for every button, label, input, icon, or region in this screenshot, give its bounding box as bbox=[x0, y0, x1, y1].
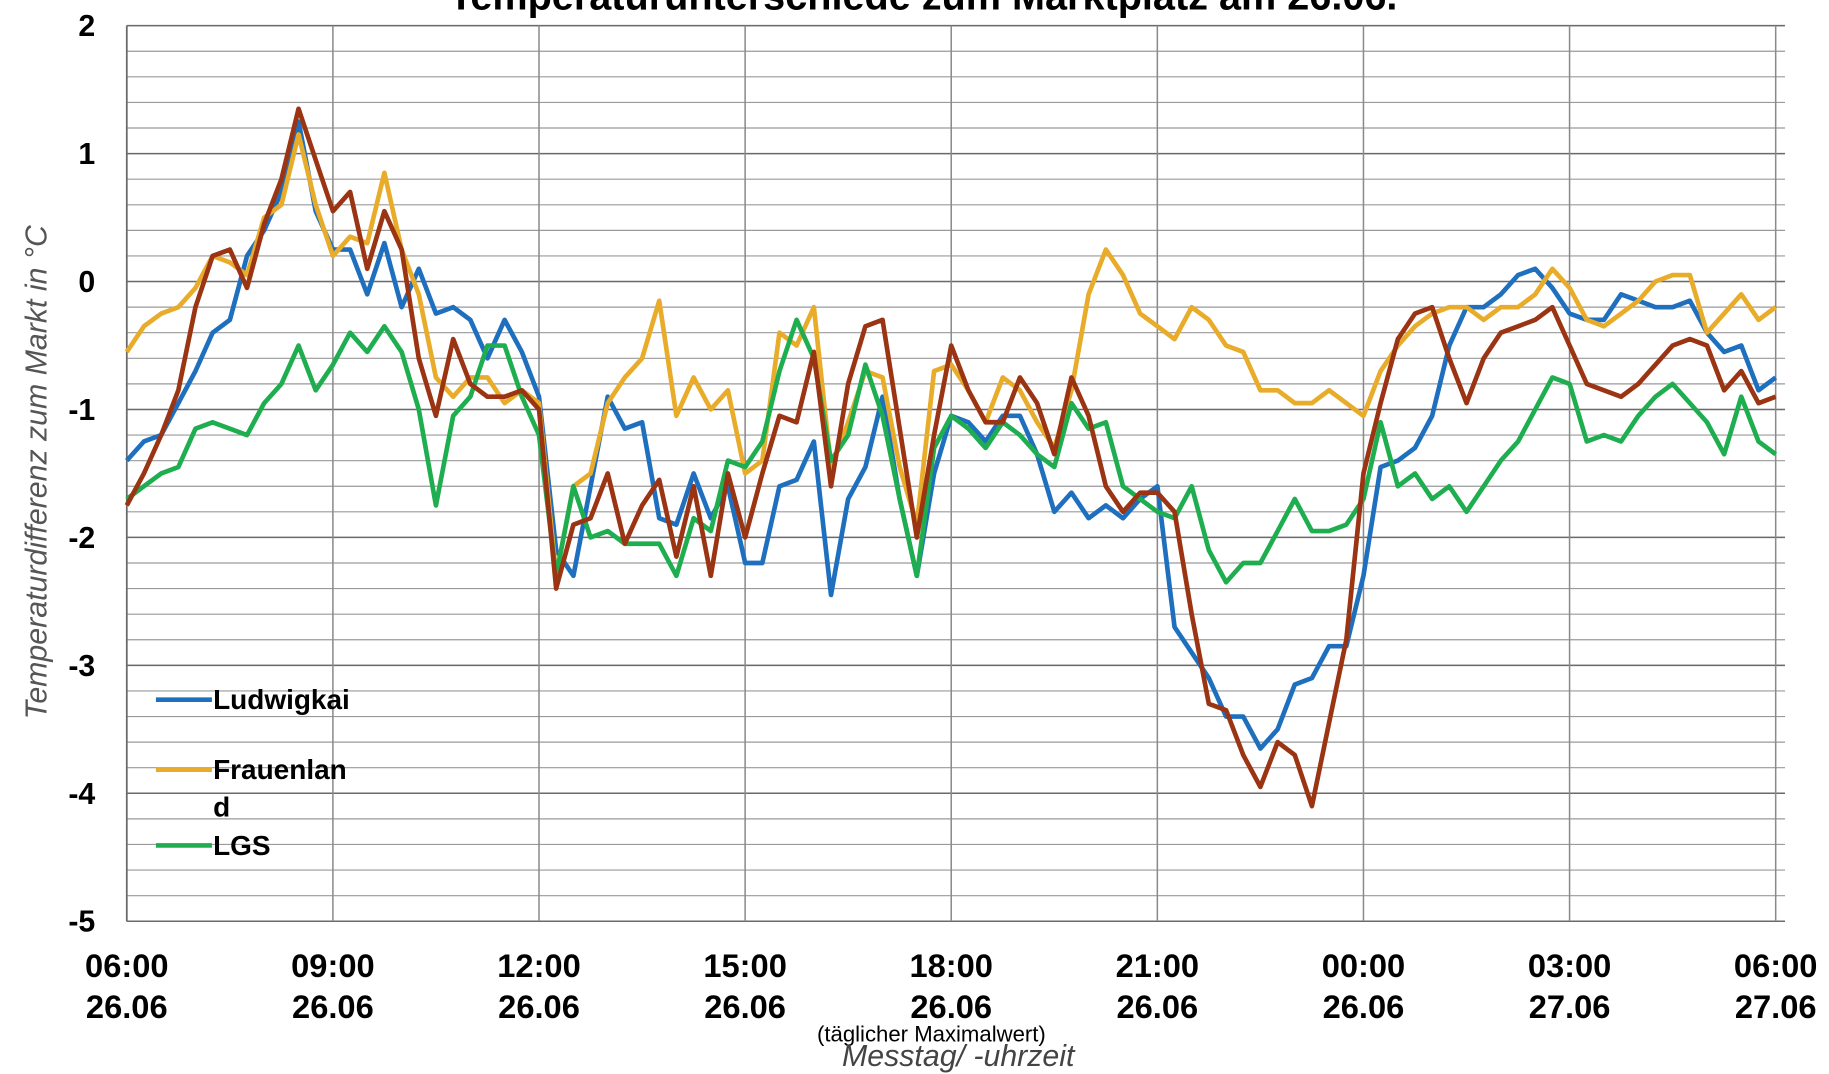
x-axis-label: Messtag/ -uhrzeit bbox=[842, 1040, 1076, 1073]
y-tick-label: -3 bbox=[68, 650, 95, 683]
legend-label: Ludwigkai bbox=[213, 684, 350, 715]
y-tick-label: 1 bbox=[78, 138, 95, 171]
y-tick-label: -4 bbox=[68, 778, 95, 811]
y-tick-label: -2 bbox=[68, 522, 95, 555]
annotation: (täglicher Maximalwert) bbox=[817, 1021, 1046, 1046]
y-tick-label: 2 bbox=[78, 10, 95, 43]
series-line bbox=[125, 317, 1778, 585]
x-tick-label: 06:00 27.06 bbox=[1734, 947, 1817, 1025]
chart-title: Temperaturunterschiede zum Marktplatz am… bbox=[449, 0, 1397, 18]
x-tick-label: 12:00 26.06 bbox=[497, 947, 580, 1025]
legend-label: Frauenlan d bbox=[213, 754, 347, 822]
y-axis-label: Temperaturdifferenz zum Markt in °C bbox=[20, 224, 53, 719]
grid: -5 -4 -3 -2 -1 0 1 2 06:00 26.06 09:00 26.06 12:00 26… bbox=[68, 10, 1817, 1025]
x-tick-label: 00:00 26.06 bbox=[1322, 947, 1405, 1025]
x-tick-label: 09:00 26.06 bbox=[291, 947, 374, 1025]
y-tick-label: -1 bbox=[68, 394, 95, 427]
y-tick-label: 0 bbox=[78, 266, 95, 299]
series-line bbox=[124, 106, 1777, 809]
x-tick-label: 06:00 26.06 bbox=[85, 947, 168, 1025]
x-tick-label: 21:00 26.06 bbox=[1116, 947, 1199, 1025]
y-tick-label: -5 bbox=[68, 906, 95, 939]
legend: Ludwigkai Frauenlan d LGS bbox=[155, 684, 350, 861]
legend-label: LGS bbox=[213, 830, 271, 861]
plot bbox=[124, 106, 1778, 809]
x-tick-label: 15:00 26.06 bbox=[703, 947, 786, 1025]
x-tick-label: 18:00 26.06 bbox=[909, 947, 992, 1025]
x-tick-label: 03:00 27.06 bbox=[1528, 947, 1611, 1025]
